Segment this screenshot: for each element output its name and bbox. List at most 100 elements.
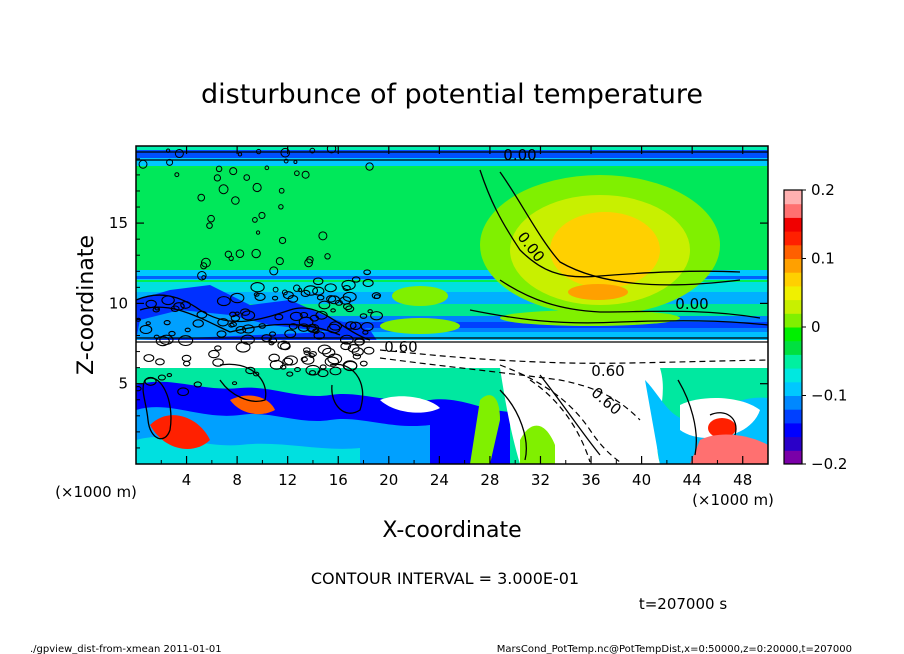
cloud-contour [184, 327, 191, 333]
cloud-contour [231, 381, 238, 386]
cloud-contour [269, 359, 284, 370]
cloud-contour [317, 344, 332, 355]
cloud-contour-cluster [136, 146, 383, 397]
colorbar-swatch [784, 340, 802, 355]
cloud-contour [145, 321, 151, 326]
cloud-contour [299, 311, 309, 319]
contour-label: 0.60 [384, 338, 417, 356]
colorbar-swatch [784, 395, 802, 410]
colorbar-swatch [784, 272, 802, 287]
cloud-contour [136, 385, 142, 392]
cloud-contour [351, 276, 361, 283]
cloud-contour [277, 340, 291, 350]
cloud-contour [349, 321, 362, 331]
cloud-contour [269, 331, 277, 337]
cloud-contour [367, 309, 373, 314]
y-tick-label: 15 [109, 214, 128, 232]
cloud-contour [316, 294, 325, 301]
cloud-contour [229, 311, 237, 318]
cloud-contour [300, 356, 308, 363]
cloud-contour [359, 313, 368, 319]
cloud-contour [255, 148, 262, 155]
cloud-contour [283, 158, 289, 164]
cloud-contour [251, 248, 261, 259]
contour-label: 0.00 [675, 295, 708, 313]
cloud-contour [339, 334, 354, 345]
heatmap-field [136, 146, 768, 464]
cloud-contour [177, 387, 190, 397]
cloud-contour [243, 174, 251, 181]
cloud-contour [258, 323, 266, 329]
cloud-contour [360, 322, 374, 332]
footer-right: MarsCond_PotTemp.nc@PotTempDist,x=0:5000… [497, 644, 852, 654]
cloud-contour [253, 371, 260, 377]
chart-title: disturbunce of potential temperature [201, 79, 703, 110]
contour-label: 0.60 [591, 362, 624, 380]
cloud-contour [200, 262, 208, 270]
cloud-contour [370, 311, 383, 321]
cloud-contour [278, 204, 284, 210]
cloud-contour [258, 211, 266, 219]
cloud-contour [237, 152, 243, 157]
colorbar-swatch [784, 231, 802, 246]
x-tick-label: 4 [182, 471, 192, 489]
cloud-contour [363, 346, 375, 355]
cloud-contour [138, 159, 148, 169]
cloud-contour [144, 376, 157, 386]
cloud-contour [280, 147, 291, 158]
cloud-contour [294, 367, 301, 373]
cloud-contour [283, 355, 298, 366]
contour-lines [136, 151, 768, 461]
cloud-contour [341, 279, 356, 291]
cloud-contour [303, 285, 319, 296]
cloud-contour [240, 308, 251, 316]
cloud-contour [345, 321, 357, 330]
cloud-contour [269, 266, 279, 276]
cloud-contour [297, 323, 310, 332]
cloud-contour [309, 370, 317, 376]
cloud-contour [214, 345, 222, 351]
colorbar-swatch [784, 190, 802, 205]
colorbar-swatch [784, 258, 802, 273]
cloud-contour [297, 287, 303, 293]
x-tick-label: 20 [379, 471, 398, 489]
cloud-contour [253, 292, 260, 297]
cloud-contour [324, 283, 337, 293]
cloud-contour [228, 255, 234, 261]
cloud-contour [228, 322, 235, 328]
cloud-contour [317, 369, 329, 378]
y-axis: 5 10 15 [109, 158, 768, 449]
cloud-contour [354, 337, 365, 346]
colorbar-swatch [784, 368, 802, 383]
cloud-contour [268, 337, 278, 344]
cloud-contour [163, 319, 171, 326]
cloud-contour [245, 366, 256, 375]
cloud-contour [274, 313, 284, 321]
y-tick-label: 5 [118, 375, 128, 393]
cloud-contour [268, 353, 280, 362]
colorbar-swatch [784, 313, 802, 328]
x-axis: 4 8 12 16 20 24 28 32 36 40 44 48 [160, 146, 752, 489]
cloud-contour [235, 341, 251, 353]
negative-contours [379, 349, 768, 463]
cloud-contour [282, 357, 294, 366]
cloud-contour [216, 330, 227, 338]
cloud-contour [301, 170, 310, 179]
plot-frame [135, 145, 769, 465]
cloud-contour [342, 360, 358, 371]
cloud-contour [318, 300, 331, 310]
colorbar-swatch [784, 217, 802, 232]
cloud-contour [304, 258, 313, 268]
cloud-contour [224, 250, 233, 259]
cloud-contour [215, 165, 223, 173]
cloud-contour [324, 356, 340, 367]
cloud-contour [174, 172, 180, 178]
cloud-contour [312, 286, 325, 296]
colorbar-tick-label: 0.2 [811, 181, 835, 199]
cloud-contour [139, 324, 153, 335]
cloud-contour [268, 340, 275, 346]
colorbar-swatch [784, 381, 802, 396]
cloud-contour [161, 295, 175, 306]
colorbar-tick-label: 0 [811, 318, 821, 336]
